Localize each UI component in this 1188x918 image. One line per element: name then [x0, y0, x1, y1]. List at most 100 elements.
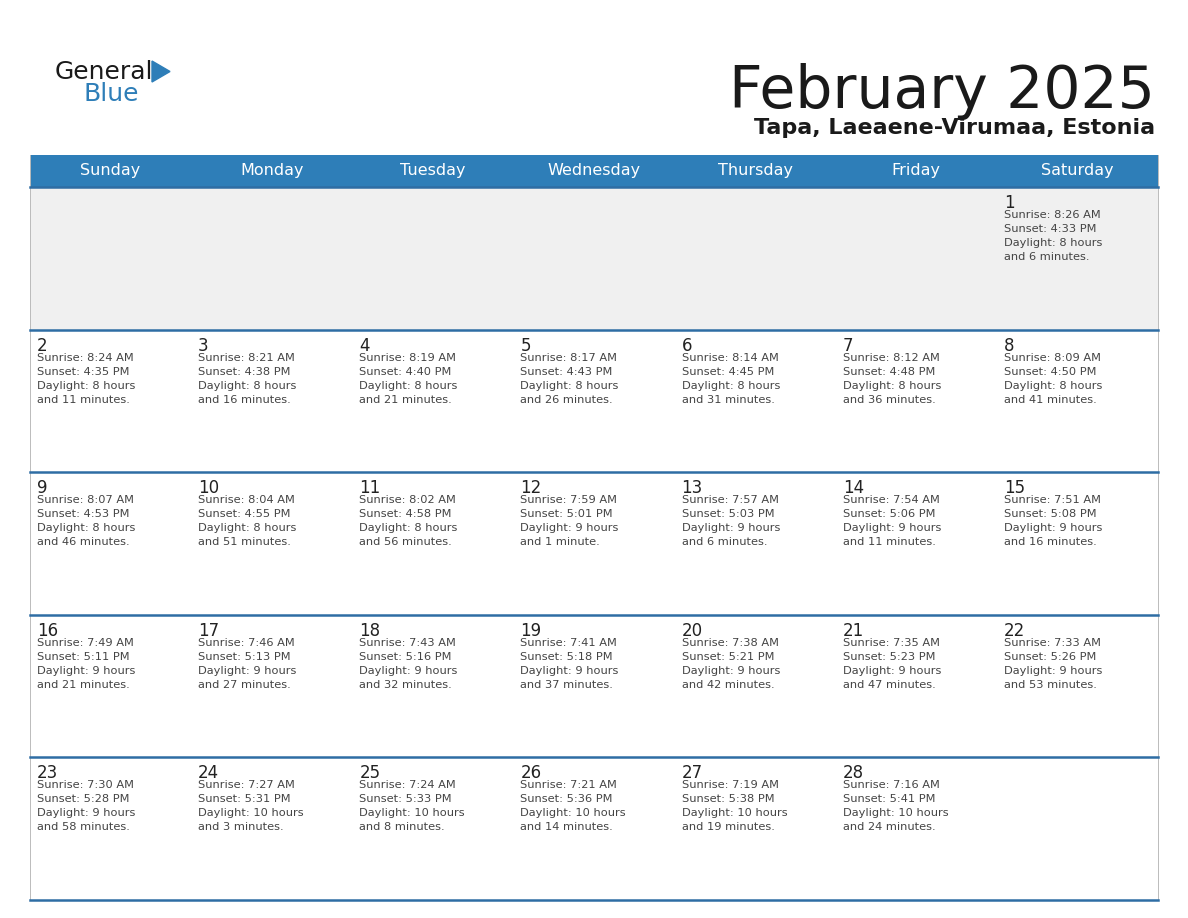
Text: Monday: Monday [240, 163, 303, 178]
Bar [30, 757, 1158, 900]
Text: 13: 13 [682, 479, 703, 498]
Text: Sunrise: 7:43 AM: Sunrise: 7:43 AM [359, 638, 456, 648]
Text: Sunset: 5:36 PM: Sunset: 5:36 PM [520, 794, 613, 804]
Text: Sunset: 5:13 PM: Sunset: 5:13 PM [198, 652, 291, 662]
Text: Sunrise: 7:41 AM: Sunrise: 7:41 AM [520, 638, 618, 648]
Text: Sunrise: 7:38 AM: Sunrise: 7:38 AM [682, 638, 778, 648]
Text: and 47 minutes.: and 47 minutes. [842, 680, 935, 689]
Text: Daylight: 10 hours: Daylight: 10 hours [520, 809, 626, 819]
Text: 15: 15 [1004, 479, 1025, 498]
Text: Sunset: 5:41 PM: Sunset: 5:41 PM [842, 794, 935, 804]
Text: and 21 minutes.: and 21 minutes. [359, 395, 453, 405]
Text: Sunrise: 8:26 AM: Sunrise: 8:26 AM [1004, 210, 1100, 220]
Text: Daylight: 9 hours: Daylight: 9 hours [198, 666, 297, 676]
Text: Daylight: 9 hours: Daylight: 9 hours [37, 809, 135, 819]
Text: Daylight: 8 hours: Daylight: 8 hours [1004, 238, 1102, 248]
Text: Daylight: 10 hours: Daylight: 10 hours [359, 809, 465, 819]
Text: Daylight: 8 hours: Daylight: 8 hours [198, 381, 297, 390]
Text: and 11 minutes.: and 11 minutes. [37, 395, 129, 405]
Text: Sunrise: 7:59 AM: Sunrise: 7:59 AM [520, 495, 618, 505]
Text: 16: 16 [37, 621, 58, 640]
Text: Sunset: 4:48 PM: Sunset: 4:48 PM [842, 366, 935, 376]
Text: and 58 minutes.: and 58 minutes. [37, 823, 129, 833]
Text: Sunset: 5:28 PM: Sunset: 5:28 PM [37, 794, 129, 804]
Text: Sunset: 4:43 PM: Sunset: 4:43 PM [520, 366, 613, 376]
Text: and 3 minutes.: and 3 minutes. [198, 823, 284, 833]
Text: and 37 minutes.: and 37 minutes. [520, 680, 613, 689]
Text: Daylight: 9 hours: Daylight: 9 hours [520, 523, 619, 533]
Text: and 1 minute.: and 1 minute. [520, 537, 600, 547]
Polygon shape [152, 61, 170, 82]
Text: Tapa, Laeaene-Virumaa, Estonia: Tapa, Laeaene-Virumaa, Estonia [754, 118, 1155, 138]
Text: 8: 8 [1004, 337, 1015, 354]
Text: and 24 minutes.: and 24 minutes. [842, 823, 935, 833]
Text: Sunrise: 8:04 AM: Sunrise: 8:04 AM [198, 495, 295, 505]
Text: Sunrise: 7:24 AM: Sunrise: 7:24 AM [359, 780, 456, 790]
Text: and 16 minutes.: and 16 minutes. [1004, 537, 1097, 547]
Text: 7: 7 [842, 337, 853, 354]
Text: Daylight: 8 hours: Daylight: 8 hours [682, 381, 781, 390]
Text: Sunset: 4:50 PM: Sunset: 4:50 PM [1004, 366, 1097, 376]
Text: Daylight: 8 hours: Daylight: 8 hours [520, 381, 619, 390]
Text: and 51 minutes.: and 51 minutes. [198, 537, 291, 547]
Text: Daylight: 8 hours: Daylight: 8 hours [1004, 381, 1102, 390]
Text: Sunrise: 8:07 AM: Sunrise: 8:07 AM [37, 495, 134, 505]
Text: Sunrise: 7:49 AM: Sunrise: 7:49 AM [37, 638, 134, 648]
Text: 23: 23 [37, 765, 58, 782]
Text: Sunrise: 8:17 AM: Sunrise: 8:17 AM [520, 353, 618, 363]
Text: and 31 minutes.: and 31 minutes. [682, 395, 775, 405]
Text: 20: 20 [682, 621, 702, 640]
Text: Saturday: Saturday [1041, 163, 1113, 178]
Text: Blue: Blue [83, 82, 139, 106]
Text: Sunset: 4:45 PM: Sunset: 4:45 PM [682, 366, 773, 376]
Text: 18: 18 [359, 621, 380, 640]
Text: 21: 21 [842, 621, 864, 640]
Text: Sunrise: 7:16 AM: Sunrise: 7:16 AM [842, 780, 940, 790]
Text: Wednesday: Wednesday [548, 163, 640, 178]
Text: 25: 25 [359, 765, 380, 782]
Text: Sunset: 5:03 PM: Sunset: 5:03 PM [682, 509, 775, 520]
Text: Daylight: 8 hours: Daylight: 8 hours [359, 381, 457, 390]
Text: Daylight: 9 hours: Daylight: 9 hours [520, 666, 619, 676]
Text: 12: 12 [520, 479, 542, 498]
Text: and 53 minutes.: and 53 minutes. [1004, 680, 1097, 689]
Text: Sunrise: 8:12 AM: Sunrise: 8:12 AM [842, 353, 940, 363]
Text: and 41 minutes.: and 41 minutes. [1004, 395, 1097, 405]
Text: Daylight: 10 hours: Daylight: 10 hours [198, 809, 304, 819]
Bar [30, 615, 1158, 757]
Text: Sunset: 5:18 PM: Sunset: 5:18 PM [520, 652, 613, 662]
Text: and 6 minutes.: and 6 minutes. [682, 537, 767, 547]
Text: and 21 minutes.: and 21 minutes. [37, 680, 129, 689]
Text: and 8 minutes.: and 8 minutes. [359, 823, 446, 833]
Text: and 16 minutes.: and 16 minutes. [198, 395, 291, 405]
Text: and 27 minutes.: and 27 minutes. [198, 680, 291, 689]
Text: Daylight: 10 hours: Daylight: 10 hours [842, 809, 948, 819]
Text: Sunset: 5:21 PM: Sunset: 5:21 PM [682, 652, 775, 662]
Text: Sunset: 5:16 PM: Sunset: 5:16 PM [359, 652, 451, 662]
Text: Sunset: 5:08 PM: Sunset: 5:08 PM [1004, 509, 1097, 520]
Text: Daylight: 9 hours: Daylight: 9 hours [842, 523, 941, 533]
Text: Sunset: 5:31 PM: Sunset: 5:31 PM [198, 794, 291, 804]
Text: and 26 minutes.: and 26 minutes. [520, 395, 613, 405]
Text: 27: 27 [682, 765, 702, 782]
Text: Sunset: 5:11 PM: Sunset: 5:11 PM [37, 652, 129, 662]
Text: Sunrise: 7:54 AM: Sunrise: 7:54 AM [842, 495, 940, 505]
Text: 1: 1 [1004, 194, 1015, 212]
Text: Daylight: 9 hours: Daylight: 9 hours [359, 666, 457, 676]
Text: 10: 10 [198, 479, 220, 498]
Text: and 46 minutes.: and 46 minutes. [37, 537, 129, 547]
Bar [30, 155, 1158, 187]
Text: Sunrise: 8:14 AM: Sunrise: 8:14 AM [682, 353, 778, 363]
Text: 22: 22 [1004, 621, 1025, 640]
Text: Daylight: 8 hours: Daylight: 8 hours [37, 381, 135, 390]
Text: 9: 9 [37, 479, 48, 498]
Text: Sunrise: 8:19 AM: Sunrise: 8:19 AM [359, 353, 456, 363]
Text: 17: 17 [198, 621, 220, 640]
Text: Daylight: 8 hours: Daylight: 8 hours [198, 523, 297, 533]
Text: Sunrise: 7:19 AM: Sunrise: 7:19 AM [682, 780, 778, 790]
Text: 4: 4 [359, 337, 369, 354]
Text: Sunset: 5:26 PM: Sunset: 5:26 PM [1004, 652, 1097, 662]
Text: 3: 3 [198, 337, 209, 354]
Text: Daylight: 9 hours: Daylight: 9 hours [682, 523, 781, 533]
Text: and 19 minutes.: and 19 minutes. [682, 823, 775, 833]
